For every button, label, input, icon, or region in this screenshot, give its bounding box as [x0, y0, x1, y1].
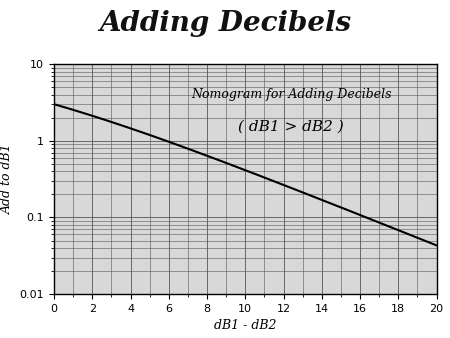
Y-axis label: Add to dB1: Add to dB1: [1, 144, 14, 214]
Text: Nomogram for Adding Decibels: Nomogram for Adding Decibels: [191, 88, 392, 101]
Text: ( dB1 > dB2 ): ( dB1 > dB2 ): [238, 119, 344, 133]
Text: Adding Decibels: Adding Decibels: [99, 10, 351, 37]
X-axis label: dB1 - dB2: dB1 - dB2: [214, 319, 276, 332]
